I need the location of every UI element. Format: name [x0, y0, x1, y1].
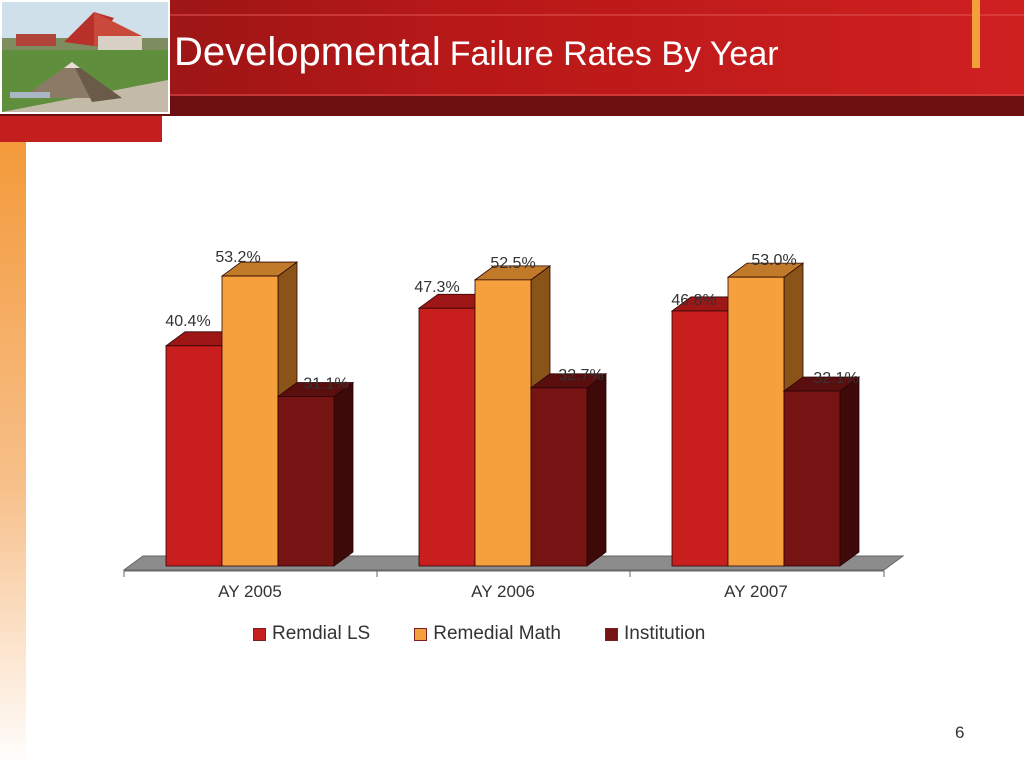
- data-label: 40.4%: [165, 313, 210, 330]
- bar: [530, 387, 588, 567]
- legend-swatch: [605, 627, 618, 641]
- bar-side: [839, 376, 860, 567]
- legend-swatch: [253, 627, 266, 641]
- bar: [474, 279, 532, 567]
- slide-number: 6: [955, 723, 965, 742]
- title-main: Developmental: [174, 30, 441, 74]
- data-label: 32.7%: [558, 367, 603, 384]
- legend-swatch: [414, 627, 428, 641]
- legend-label: Remedial Math: [433, 623, 561, 644]
- header-orange-tab: [972, 0, 980, 68]
- bar-side: [586, 372, 607, 567]
- bar: [277, 396, 335, 567]
- bar-side: [333, 381, 354, 567]
- data-label: 53.2%: [215, 249, 260, 266]
- header-bottom-line: [0, 94, 1024, 96]
- x-tick-label: AY 2007: [724, 582, 788, 601]
- bar: [418, 307, 476, 567]
- page-title: Developmental Failure Rates By Year: [174, 30, 779, 75]
- header-top-line: [0, 14, 1024, 16]
- legend-label: Institution: [624, 623, 706, 644]
- x-tick-label: AY 2005: [218, 582, 282, 601]
- campus-photo: [0, 0, 170, 114]
- legend-label: Remdial LS: [272, 623, 371, 644]
- data-label: 47.3%: [414, 279, 459, 296]
- title-rest: Failure Rates By Year: [449, 35, 779, 73]
- data-label: 31.1%: [303, 376, 348, 393]
- left-gradient-stripe: [0, 142, 26, 768]
- data-label: 46.8%: [671, 292, 716, 309]
- data-label: 53.0%: [751, 252, 796, 269]
- data-label: 52.5%: [490, 255, 535, 272]
- x-tick-label: AY 2006: [471, 582, 535, 601]
- under-photo-block: [0, 116, 162, 142]
- bar: [165, 345, 223, 567]
- header-dark-strip: [0, 96, 1024, 116]
- bar: [671, 310, 729, 567]
- bar: [783, 390, 841, 567]
- legend-item: Institution: [605, 623, 705, 645]
- data-label: 32.1%: [813, 370, 858, 387]
- bar: [727, 276, 785, 567]
- chart-legend: Remdial LS Remedial Math Institution: [253, 623, 705, 645]
- legend-item: Remdial LS: [253, 623, 370, 645]
- bar: [221, 275, 279, 567]
- legend-item: Remedial Math: [414, 623, 561, 645]
